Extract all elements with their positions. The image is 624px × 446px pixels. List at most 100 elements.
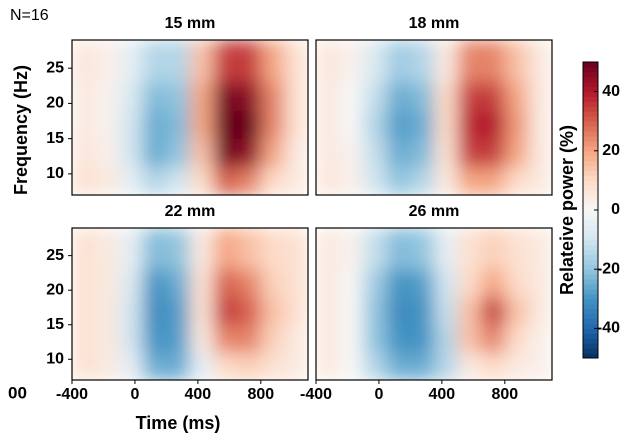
heatmap-cell xyxy=(528,352,553,381)
heatmap-cell xyxy=(434,82,459,111)
x-tick-label: -400 xyxy=(56,386,88,403)
heatmap-cell xyxy=(72,166,97,196)
heatmap-cell xyxy=(284,166,309,196)
heatmap-cell xyxy=(363,352,388,381)
heatmap-cell xyxy=(457,352,482,381)
colorbar-swatch xyxy=(583,333,598,339)
heatmap-cell xyxy=(72,324,97,353)
colorbar-swatch xyxy=(583,190,598,196)
heatmap-cell xyxy=(316,297,341,326)
x-tick-label: 400 xyxy=(429,386,456,403)
heatmap-cell xyxy=(166,110,191,140)
colorbar-swatch xyxy=(583,155,598,162)
heatmap-cell xyxy=(260,228,285,270)
heatmap-cell xyxy=(528,82,553,111)
y-tick-label: 20 xyxy=(46,281,64,298)
heatmap-cell xyxy=(504,138,529,168)
heatmap-cell xyxy=(142,82,167,111)
heatmap-cell xyxy=(504,40,529,83)
colorbar-tick-label: 20 xyxy=(602,142,620,159)
heatmap-cell xyxy=(316,269,341,298)
heatmap-cell xyxy=(95,297,120,326)
heatmap-cell xyxy=(119,297,144,326)
colorbar-swatch xyxy=(583,249,598,255)
colorbar-swatch xyxy=(583,298,598,305)
heatmap-cell xyxy=(386,138,411,168)
heatmap-cell xyxy=(284,297,309,326)
heatmap-cell xyxy=(119,82,144,111)
colorbar-swatch xyxy=(583,323,598,329)
heatmap-cell xyxy=(481,228,506,270)
heatmap-cell xyxy=(95,324,120,353)
heatmap-cell xyxy=(481,166,506,196)
heatmap-cell xyxy=(142,297,167,326)
colorbar-swatch xyxy=(583,76,598,83)
heatmap-cell xyxy=(213,352,238,381)
heatmap-cell xyxy=(504,166,529,196)
panel-frame xyxy=(71,39,309,196)
colorbar-swatch xyxy=(583,318,598,324)
heatmap-cell xyxy=(213,166,238,196)
heatmap-cell xyxy=(481,269,506,298)
colorbar-swatch xyxy=(583,269,598,275)
heatmap-cell xyxy=(363,110,388,140)
heatmap xyxy=(72,228,309,381)
colorbar-swatch xyxy=(583,62,598,68)
heatmap-cell xyxy=(504,352,529,381)
heatmap-cell xyxy=(316,352,341,381)
heatmap-cell xyxy=(95,228,120,270)
panel-title: 15 mm xyxy=(165,15,216,32)
heatmap-cell xyxy=(95,269,120,298)
colorbar-swatch xyxy=(583,185,598,191)
heatmap-cell xyxy=(316,228,341,270)
heatmap-cell xyxy=(386,40,411,83)
heatmap-cell xyxy=(434,166,459,196)
colorbar-swatch xyxy=(583,111,598,117)
heatmap-cell xyxy=(504,324,529,353)
heatmap-cell xyxy=(237,40,262,83)
heatmap-cell xyxy=(386,110,411,140)
heatmap-cell xyxy=(166,138,191,168)
y-tick-label: 10 xyxy=(46,165,64,182)
heatmap-cell xyxy=(237,269,262,298)
colorbar-swatch xyxy=(583,205,598,211)
heatmap-cell xyxy=(237,352,262,381)
heatmap-cell xyxy=(142,324,167,353)
y-tick-label: 25 xyxy=(46,59,64,76)
heatmap-cell xyxy=(119,228,144,270)
heatmap-cell xyxy=(284,82,309,111)
heatmap-cell xyxy=(528,138,553,168)
heatmap-cell xyxy=(481,110,506,140)
heatmap-cell xyxy=(95,166,120,196)
y-tick-label: 20 xyxy=(46,95,64,112)
heatmap-cell xyxy=(363,166,388,196)
heatmap-cell xyxy=(237,324,262,353)
heatmap-cell xyxy=(213,228,238,270)
heatmap-cell xyxy=(386,82,411,111)
colorbar-swatch xyxy=(583,165,598,172)
heatmap-cell xyxy=(528,166,553,196)
heatmap-cell xyxy=(237,110,262,140)
heatmap-cell xyxy=(166,352,191,381)
heatmap-cell xyxy=(339,269,364,298)
colorbar-swatch xyxy=(583,150,598,157)
heatmap-cell xyxy=(72,228,97,270)
heatmap-cell xyxy=(363,138,388,168)
colorbar-swatch xyxy=(583,229,598,236)
colorbar-swatch xyxy=(583,106,598,112)
colorbar-swatch xyxy=(583,303,598,310)
heatmap xyxy=(72,40,309,196)
heatmap-cell xyxy=(142,269,167,298)
heatmap-cell xyxy=(528,297,553,326)
heatmap-cell xyxy=(363,297,388,326)
colorbar-swatch xyxy=(583,180,598,186)
heatmap-cell xyxy=(190,166,215,196)
heatmap-cell xyxy=(481,40,506,83)
heatmap-cell xyxy=(339,228,364,270)
panel-title: 22 mm xyxy=(165,203,216,220)
heatmap-cell xyxy=(260,82,285,111)
heatmap-cell xyxy=(410,40,435,83)
heatmap-cell xyxy=(95,82,120,111)
colorbar-swatch xyxy=(583,348,598,354)
colorbar-tick-label: 0 xyxy=(611,201,620,218)
